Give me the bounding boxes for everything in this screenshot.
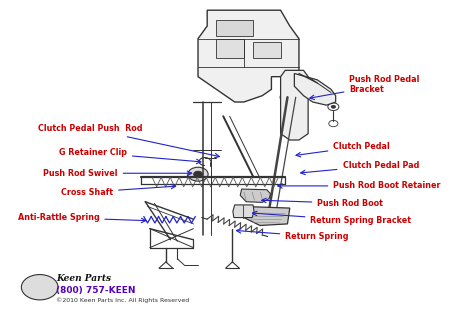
- Circle shape: [328, 103, 339, 111]
- Text: ©2010 Keen Parts Inc. All Rights Reserved: ©2010 Keen Parts Inc. All Rights Reserve…: [56, 298, 189, 303]
- Text: Push Rod Swivel: Push Rod Swivel: [43, 169, 191, 178]
- Polygon shape: [281, 70, 308, 140]
- Polygon shape: [253, 42, 281, 58]
- Text: Clutch Pedal Pad: Clutch Pedal Pad: [301, 161, 419, 175]
- Text: Clutch Pedal: Clutch Pedal: [296, 142, 390, 157]
- Circle shape: [280, 92, 295, 102]
- Circle shape: [329, 121, 338, 127]
- Polygon shape: [244, 206, 290, 225]
- Text: Return Spring Bracket: Return Spring Bracket: [253, 211, 411, 225]
- Text: Clutch Pedal Push  Rod: Clutch Pedal Push Rod: [38, 124, 219, 158]
- Circle shape: [331, 105, 336, 108]
- Text: Push Rod Boot Retainer: Push Rod Boot Retainer: [278, 181, 441, 190]
- Text: Push Rod Boot: Push Rod Boot: [262, 198, 383, 208]
- Text: (800) 757-KEEN: (800) 757-KEEN: [56, 286, 135, 295]
- Polygon shape: [233, 205, 254, 218]
- Circle shape: [21, 274, 58, 300]
- Polygon shape: [294, 73, 336, 105]
- Circle shape: [193, 171, 202, 177]
- Text: Cross Shaft: Cross Shaft: [61, 184, 176, 197]
- Text: Anti-Rattle Spring: Anti-Rattle Spring: [18, 213, 146, 223]
- Polygon shape: [198, 10, 299, 102]
- Text: Push Rod Pedal
Bracket: Push Rod Pedal Bracket: [310, 75, 420, 100]
- Text: G Retainer Clip: G Retainer Clip: [59, 148, 201, 164]
- Polygon shape: [240, 189, 271, 202]
- Circle shape: [188, 167, 208, 181]
- Text: Return Spring: Return Spring: [237, 229, 349, 241]
- Text: Keen Parts: Keen Parts: [56, 274, 111, 283]
- Polygon shape: [216, 20, 253, 36]
- Polygon shape: [216, 39, 244, 58]
